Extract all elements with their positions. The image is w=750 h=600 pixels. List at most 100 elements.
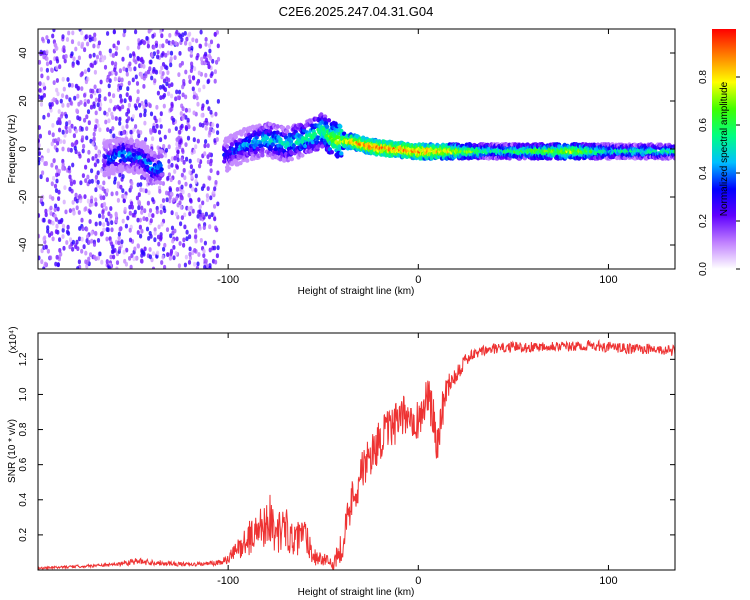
spectrogram-noise-cell: [110, 60, 115, 66]
spectrogram-noise-cell: [115, 260, 120, 265]
spectrogram-noise-cell: [158, 117, 162, 123]
spectrogram-noise-cell: [85, 260, 89, 265]
spectrogram-noise-cell: [58, 117, 62, 123]
spectrogram-noise-cell: [180, 172, 184, 178]
spectrogram-noise-cell: [197, 252, 201, 257]
spectrogram-noise-cell: [140, 210, 144, 215]
spectrogram-noise-cell: [109, 52, 113, 57]
spectrogram-noise-cell: [185, 156, 189, 162]
spectrogram-noise-cell: [86, 234, 90, 240]
colorbar-tick-label: 0.4: [698, 166, 709, 180]
spectrogram-noise-cell: [110, 220, 114, 226]
spectrogram-noise-cell: [71, 200, 75, 205]
spectrogram-noise-cell: [50, 67, 54, 73]
spectrogram-noise-cell: [173, 228, 177, 234]
spectrogram-noise-cell: [158, 188, 162, 194]
spectrogram-noise-cell: [205, 197, 210, 203]
spectrogram-noise-cell: [179, 138, 183, 144]
spectrogram-noise-cell: [73, 145, 77, 151]
spectrogram-noise-cell: [126, 215, 130, 221]
spectrogram-noise-cell: [51, 33, 55, 39]
spectrogram-noise-cell: [69, 100, 73, 106]
spectrogram-noise-cell: [93, 162, 97, 168]
spectrogram-noise-cell: [183, 224, 187, 230]
spectrogram-ridge-cell: [149, 156, 155, 161]
spectrogram-noise-cell: [208, 175, 212, 181]
spectrogram-noise-cell: [203, 240, 207, 246]
spectrogram-noise-cell: [94, 174, 98, 180]
spectrogram-ridge-cell: [326, 118, 332, 123]
spectrogram-noise-cell: [44, 161, 48, 166]
spectrogram-noise-cell: [125, 67, 129, 73]
spectrogram-noise-cell: [100, 231, 104, 236]
spectrogram-noise-cell: [188, 41, 192, 47]
spectrogram-noise-cell: [57, 109, 61, 114]
spectrogram-ridge-cell: [289, 156, 294, 162]
spectrogram-noise-cell: [59, 251, 63, 257]
spectrogram-noise-cell: [196, 101, 200, 107]
spectrogram-noise-cell: [101, 57, 105, 63]
spectrogram-noise-cell: [38, 88, 42, 93]
spectrogram-noise-cell: [197, 87, 202, 93]
spectrogram-noise-cell: [71, 30, 75, 36]
spectrogram-noise-cell: [119, 98, 124, 103]
spectrogram-noise-cell: [168, 255, 172, 261]
spectrogram-noise-cell: [57, 137, 61, 142]
figure-title: C2E6.2025.247.04.31.G04: [279, 4, 434, 19]
spectrogram-noise-cell: [142, 216, 146, 222]
spectrogram-ridge-cell: [339, 151, 344, 156]
spectrogram-noise-cell: [169, 233, 173, 239]
spectrogram-noise-cell: [191, 208, 195, 214]
spectrogram-noise-cell: [65, 94, 69, 100]
spectrogram-noise-cell: [198, 43, 202, 49]
spectrogram-noise-cell: [94, 230, 98, 236]
spectrogram-noise-cell: [128, 53, 133, 59]
spectrogram-noise-cell: [41, 170, 45, 176]
spectrogram-noise-cell: [70, 123, 74, 129]
spectrogram-noise-cell: [144, 99, 148, 105]
spectrogram-noise-cell: [40, 259, 44, 265]
spectrogram-noise-cell: [86, 99, 90, 104]
spectrogram-noise-cell: [91, 88, 95, 94]
spectrogram-noise-cell: [167, 77, 171, 83]
spectrogram-noise-cell: [134, 29, 138, 35]
spectrogram-noise-cell: [92, 52, 96, 58]
spectrogram-noise-cell: [90, 230, 94, 236]
spectrogram-noise-cell: [151, 33, 155, 39]
spectrogram-noise-cell: [99, 168, 103, 173]
spectrogram-noise-cell: [204, 72, 208, 78]
spectrogram-noise-cell: [85, 135, 89, 141]
spectrogram-noise-cell: [40, 95, 44, 100]
spectrogram-noise-cell: [156, 54, 160, 60]
spectrogram-noise-cell: [154, 69, 159, 75]
spectrogram-noise-cell: [162, 78, 167, 84]
spectrogram-ridge-cell: [225, 144, 230, 149]
spectrogram-noise-cell: [93, 69, 97, 75]
spectrogram-noise-cell: [196, 158, 200, 163]
x-tick-label: -100: [217, 274, 239, 286]
spectrogram-noise-cell: [140, 205, 144, 211]
spectrogram-noise-cell: [111, 126, 115, 131]
spectrogram-noise-cell: [80, 126, 84, 132]
spectrogram-noise-cell: [204, 139, 208, 144]
spectrogram-ridge-cell: [285, 125, 291, 130]
spectrogram-noise-cell: [163, 242, 167, 248]
spectrogram-ridge-cell: [291, 143, 296, 148]
spectrogram-noise-cell: [213, 245, 217, 251]
spectrogram-ridge-cell: [275, 124, 280, 129]
spectrogram-noise-cell: [195, 55, 199, 61]
spectrogram-noise-cell: [215, 137, 219, 142]
spectrogram-noise-cell: [207, 64, 211, 69]
spectrogram-noise-cell: [175, 236, 179, 242]
spectrogram-noise-cell: [163, 264, 167, 269]
spectrogram-noise-cell: [89, 198, 94, 204]
spectrogram-noise-cell: [162, 246, 166, 252]
spectrogram-noise-cell: [198, 225, 202, 231]
colorbar-tick-label: 0.6: [698, 118, 709, 132]
spectrogram-noise-cell: [159, 29, 163, 34]
y-tick-label: -40: [18, 237, 29, 252]
spectrogram-noise-cell: [84, 250, 88, 256]
spectrogram-noise-cell: [176, 95, 180, 101]
spectrogram-noise-cell: [200, 106, 205, 111]
spectrogram-noise-cell: [41, 201, 45, 207]
